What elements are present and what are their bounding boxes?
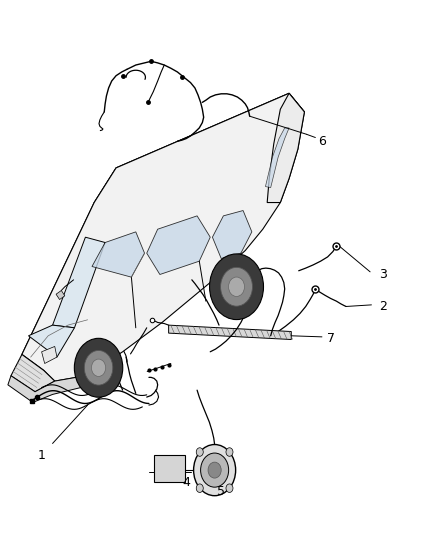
Circle shape: [226, 448, 233, 456]
Polygon shape: [11, 354, 55, 392]
Text: 7: 7: [327, 332, 335, 345]
Text: 5: 5: [217, 485, 225, 498]
Circle shape: [201, 453, 229, 487]
Polygon shape: [22, 203, 120, 370]
Circle shape: [226, 484, 233, 492]
Circle shape: [229, 277, 244, 296]
Polygon shape: [94, 93, 304, 213]
Polygon shape: [147, 216, 210, 274]
Polygon shape: [212, 211, 252, 259]
Polygon shape: [53, 237, 105, 328]
Polygon shape: [28, 325, 74, 357]
Polygon shape: [22, 93, 304, 381]
Circle shape: [196, 484, 203, 492]
Polygon shape: [8, 376, 85, 402]
Circle shape: [92, 359, 106, 376]
Polygon shape: [267, 93, 304, 203]
Polygon shape: [92, 232, 145, 277]
Circle shape: [209, 254, 264, 320]
Polygon shape: [94, 93, 304, 213]
Circle shape: [74, 338, 123, 397]
Polygon shape: [56, 290, 65, 300]
Text: 1: 1: [38, 449, 46, 462]
Circle shape: [221, 268, 252, 306]
Polygon shape: [42, 346, 57, 364]
Text: 3: 3: [379, 268, 387, 281]
Circle shape: [194, 445, 236, 496]
FancyBboxPatch shape: [154, 455, 185, 482]
Text: 6: 6: [318, 135, 326, 148]
Text: 2: 2: [379, 300, 387, 313]
Circle shape: [196, 448, 203, 456]
Circle shape: [84, 351, 113, 385]
Text: 4: 4: [182, 476, 190, 489]
Polygon shape: [265, 128, 289, 188]
Circle shape: [208, 462, 221, 478]
Polygon shape: [169, 325, 291, 340]
